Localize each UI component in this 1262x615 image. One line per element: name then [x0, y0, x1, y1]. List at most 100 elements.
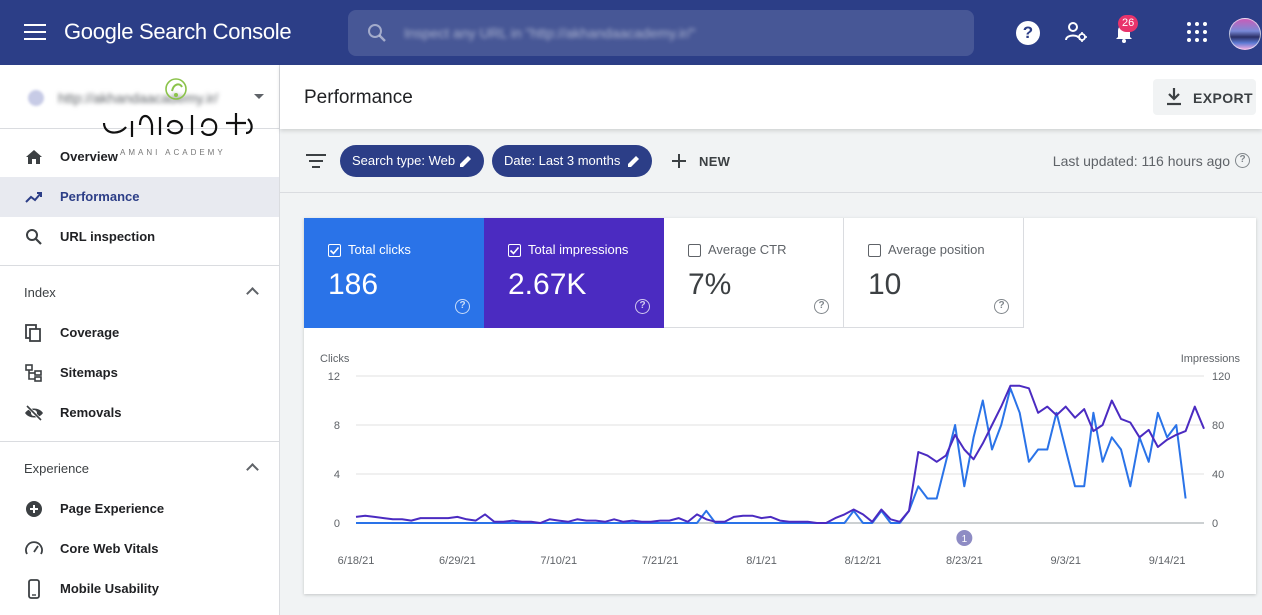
checkbox-unchecked-icon[interactable] [688, 244, 701, 257]
x-tick-label: 7/10/21 [540, 555, 577, 567]
help-icon[interactable]: ? [1235, 153, 1250, 168]
speedometer-icon [24, 539, 44, 559]
y-tick-left: 8 [334, 420, 340, 432]
phone-icon [24, 579, 44, 599]
search-icon [24, 227, 44, 247]
chip-label: Date: Last 3 months [504, 153, 621, 168]
metric-average-position[interactable]: Average position 10 ? [844, 218, 1024, 328]
filter-chip-search-type[interactable]: Search type: Web [340, 145, 484, 177]
y-tick-right: 80 [1212, 420, 1224, 432]
app-title[interactable]: Google Search Console [64, 19, 292, 44]
last-updated-text: Last updated: 116 hours ago [1052, 153, 1230, 169]
page-header: Performance EXPORT [280, 65, 1262, 129]
edit-pencil-icon [628, 156, 639, 167]
new-filter-button[interactable]: NEW [668, 145, 738, 177]
sidebar-divider [0, 265, 279, 266]
checkbox-unchecked-icon[interactable] [868, 244, 881, 257]
sidebar-item-label: Removals [60, 405, 122, 420]
sidebar-item-sitemaps[interactable]: Sitemaps [0, 353, 279, 393]
help-icon[interactable]: ? [635, 299, 650, 314]
url-inspect-input[interactable] [404, 25, 924, 41]
sidebar-item-mobile-usability[interactable]: Mobile Usability [0, 569, 279, 609]
home-icon [24, 147, 44, 167]
x-tick-label: 6/29/21 [439, 555, 476, 567]
apps-grid-icon[interactable] [1186, 21, 1212, 47]
page-title: Performance [304, 87, 413, 108]
sidebar-item-label: Sitemaps [60, 365, 118, 380]
export-button[interactable]: EXPORT [1153, 79, 1256, 115]
metric-total-clicks[interactable]: Total clicks 186 ? [304, 218, 484, 328]
property-favicon-icon [28, 90, 44, 106]
menu-icon[interactable] [24, 24, 46, 42]
sidebar-item-removals[interactable]: Removals [0, 393, 279, 433]
download-icon [1165, 87, 1183, 107]
filter-chip-date[interactable]: Date: Last 3 months [492, 145, 652, 177]
y-tick-right: 120 [1212, 371, 1230, 383]
url-inspect-search[interactable] [348, 10, 974, 56]
series-line-impressions[interactable] [355, 384, 1205, 524]
watermark-logo-icon: AMANI ACADEMY [102, 78, 253, 157]
metric-average-ctr[interactable]: Average CTR 7% ? [664, 218, 844, 328]
annotation-marker[interactable] [956, 530, 973, 546]
sidebar-item-label: URL inspection [60, 229, 156, 244]
sidebar: http://akhandaacademy.ir/ AMANI ACADEMY … [0, 65, 280, 615]
chevron-up-icon [246, 287, 259, 300]
y-tick-right: 40 [1212, 469, 1224, 481]
export-label: EXPORT [1193, 90, 1253, 106]
filter-bar: Search type: Web Date: Last 3 months NEW… [280, 129, 1262, 193]
coverage-icon [24, 323, 44, 343]
series-line-clicks[interactable] [356, 387, 1187, 524]
account-avatar[interactable] [1229, 18, 1261, 50]
checkbox-checked-icon[interactable] [508, 244, 521, 257]
sidebar-divider [0, 441, 279, 442]
y-tick-right: 0 [1212, 518, 1218, 530]
page-experience-icon [24, 499, 44, 519]
edit-pencil-icon [460, 156, 471, 167]
section-toggle-experience[interactable]: Experience [0, 449, 279, 489]
sidebar-item-label: Mobile Usability [60, 581, 159, 596]
help-icon[interactable]: ? [1016, 21, 1040, 45]
filter-icon[interactable] [306, 154, 326, 168]
plus-icon-stem [678, 154, 680, 168]
top-app-bar: Google Search Console ? 26 [0, 0, 1262, 65]
x-tick-label: 7/21/21 [642, 555, 679, 567]
metric-value: 10 [868, 268, 902, 301]
metric-value: 2.67K [508, 268, 587, 301]
section-title: Index [24, 285, 56, 300]
y-tick-left: 0 [334, 518, 340, 530]
metric-label: Average position [888, 242, 985, 257]
search-icon [366, 22, 388, 44]
sidebar-item-performance[interactable]: Performance [0, 177, 279, 217]
metric-value: 7% [688, 268, 732, 301]
sidebar-item-label: Performance [60, 189, 140, 204]
sidebar-item-coverage[interactable]: Coverage [0, 313, 279, 353]
sidebar-item-label: Core Web Vitals [60, 541, 159, 556]
sidebar-item-core-web-vitals[interactable]: Core Web Vitals [0, 529, 279, 569]
metric-value: 186 [328, 268, 379, 301]
x-tick-label: 8/12/21 [845, 555, 882, 567]
chip-label: Search type: Web [352, 153, 456, 168]
checkbox-checked-icon[interactable] [328, 244, 341, 257]
metric-label: Average CTR [708, 242, 787, 257]
sidebar-item-page-experience[interactable]: Page Experience [0, 489, 279, 529]
annotation-label: 1 [962, 534, 968, 545]
y-tick-left: 4 [334, 469, 340, 481]
help-icon[interactable]: ? [994, 299, 1009, 314]
help-icon[interactable]: ? [814, 299, 829, 314]
property-selector[interactable]: http://akhandaacademy.ir/ [0, 65, 279, 129]
x-tick-label: 9/14/21 [1149, 555, 1186, 567]
sidebar-item-url-inspection[interactable]: URL inspection [0, 217, 279, 257]
sidebar-item-label: Overview [60, 149, 118, 164]
section-toggle-index[interactable]: Index [0, 273, 279, 313]
sidebar-item-label: Page Experience [60, 501, 165, 516]
metric-total-impressions[interactable]: Total impressions 2.67K ? [484, 218, 664, 328]
svg-text:AMANI ACADEMY: AMANI ACADEMY [120, 148, 226, 157]
new-filter-label: NEW [699, 154, 731, 169]
sidebar-item-overview[interactable]: Overview [0, 137, 279, 177]
help-icon[interactable]: ? [455, 299, 470, 314]
manage-users-icon[interactable] [1063, 19, 1089, 45]
property-url: http://akhandaacademy.ir/ [58, 90, 219, 106]
metric-label: Total clicks [348, 242, 411, 257]
notification-badge: 26 [1118, 15, 1139, 32]
